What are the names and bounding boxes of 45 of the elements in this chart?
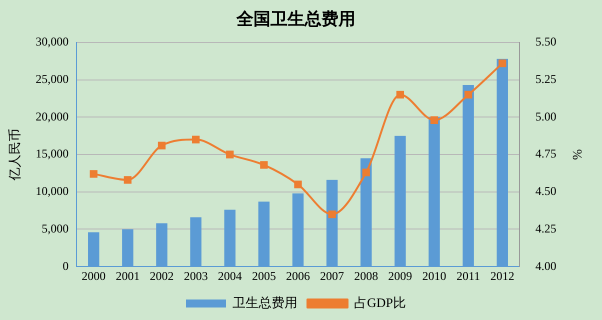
- point: [430, 116, 438, 124]
- y-axis-title: 亿人民币: [7, 128, 22, 182]
- x-tick-label: 2002: [150, 268, 174, 283]
- y2-tick-label: 5.00: [535, 109, 556, 124]
- x-tick-label: 2012: [490, 268, 514, 283]
- point: [362, 168, 370, 176]
- y-tick-label: 30,000: [36, 34, 69, 49]
- point: [90, 170, 98, 178]
- point: [396, 90, 404, 99]
- point: [294, 180, 302, 188]
- y-tick-label: 5,000: [42, 221, 69, 236]
- x-tick-label: 2007: [320, 268, 344, 283]
- x-tick-label: 2006: [286, 268, 310, 283]
- y2-tick-label: 4.50: [535, 184, 556, 198]
- y-tick-label: 20,000: [36, 109, 69, 124]
- point: [158, 142, 166, 150]
- legend-label: 占GDP比: [354, 294, 406, 310]
- point: [226, 150, 234, 158]
- y-tick-label: 25,000: [36, 72, 69, 86]
- y2-tick-label: 4.25: [535, 221, 556, 236]
- point: [464, 90, 472, 99]
- chart-title: 全国卫生总费用: [236, 10, 356, 29]
- x-tick-label: 2001: [116, 268, 140, 283]
- x-tick-label: 2009: [388, 268, 412, 283]
- x-tick-label: 2000: [82, 268, 106, 283]
- y-tick-label: 0: [62, 258, 69, 273]
- x-tick-label: 2008: [354, 268, 378, 283]
- y2-tick-label: 4.00: [535, 258, 556, 273]
- y-tick-label: 10,000: [36, 184, 69, 198]
- point: [328, 210, 336, 218]
- y-tick-label: 15,000: [36, 146, 69, 161]
- x-tick-label: 2011: [456, 268, 480, 283]
- x-tick-label: 2004: [218, 268, 242, 283]
- y2-tick-label: 5.25: [535, 72, 556, 86]
- point: [124, 176, 132, 184]
- point: [192, 136, 200, 144]
- x-tick-label: 2003: [184, 268, 208, 283]
- legend-label: 卫生总费用: [232, 294, 298, 310]
- y2-tick-label: 4.75: [535, 146, 556, 161]
- y2-tick-label: 5.50: [535, 34, 556, 49]
- point: [260, 161, 268, 169]
- x-tick-label: 2010: [422, 268, 446, 283]
- point: [498, 59, 506, 68]
- y2-axis-title: %: [570, 149, 585, 160]
- x-tick-label: 2005: [252, 268, 276, 283]
